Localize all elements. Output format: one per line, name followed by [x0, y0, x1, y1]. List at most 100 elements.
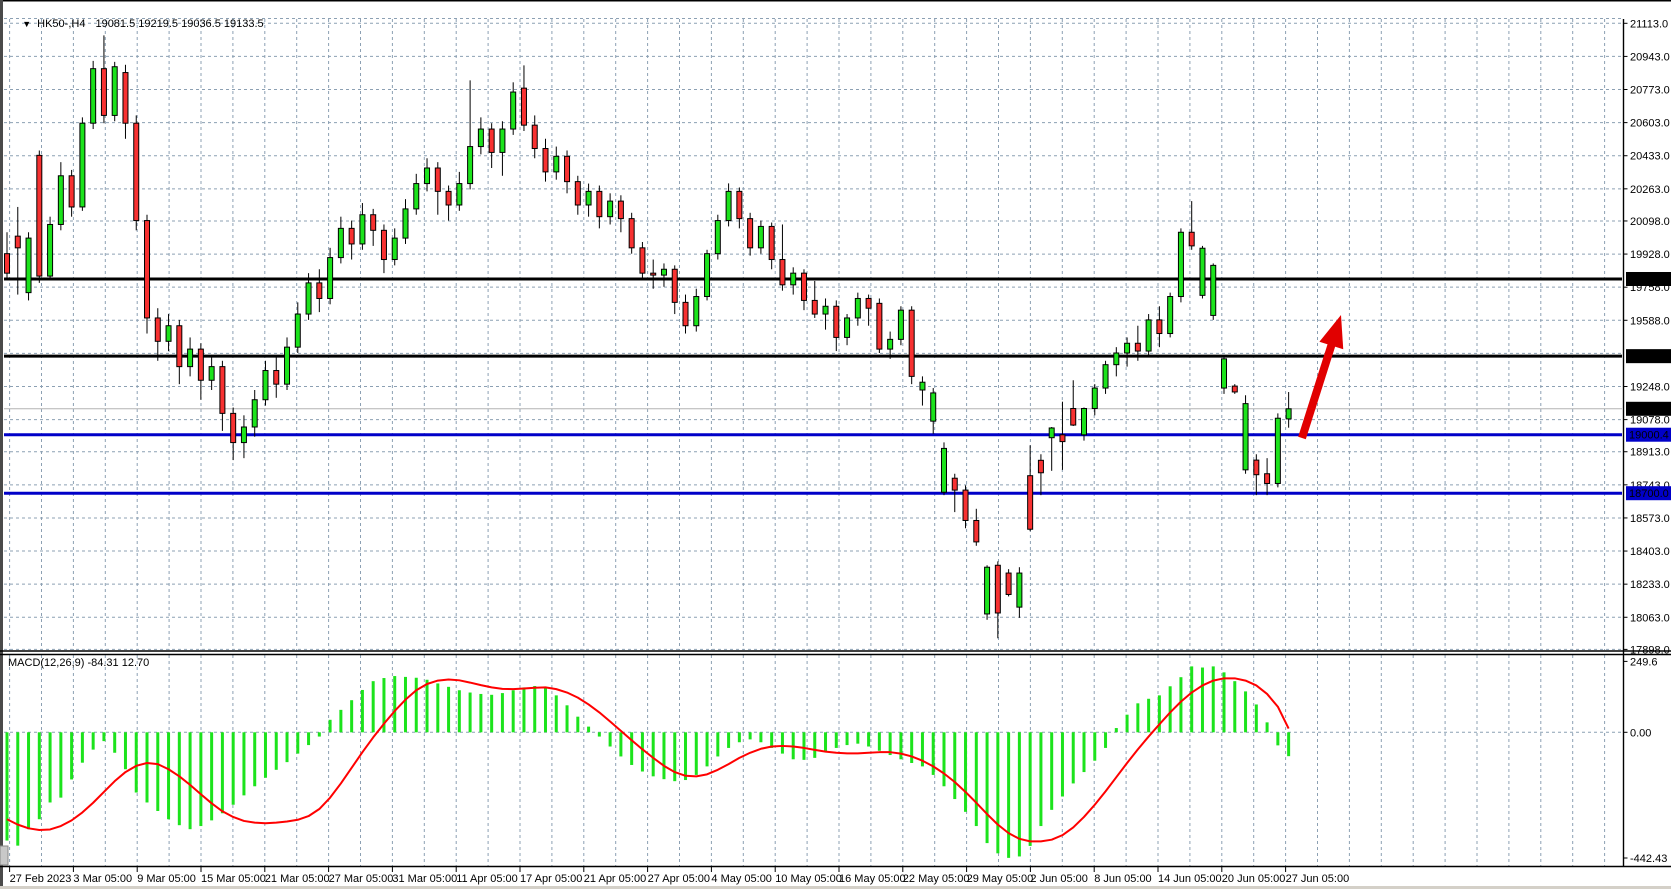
candle	[327, 257, 334, 299]
candle	[14, 235, 21, 249]
price-badge	[1626, 271, 1671, 286]
time-tick-label: 20 Jun 05:00	[1222, 873, 1286, 885]
candle	[531, 124, 538, 150]
macd-histogram-bar	[48, 732, 52, 803]
candle	[477, 128, 484, 148]
candle	[1113, 352, 1120, 366]
macd-histogram-bar	[403, 676, 407, 733]
price-scale[interactable]: 21113.0 20943.0 20773.0 20603.0 20433.0 20263…	[1623, 18, 1671, 656]
candle	[305, 282, 312, 315]
candle	[230, 412, 237, 444]
macd-histogram-bar	[102, 732, 106, 742]
macd-histogram-bar	[1168, 686, 1172, 733]
macd-histogram-bar	[1071, 732, 1075, 784]
macd-histogram-bar	[1200, 667, 1204, 733]
price-tick-label: 20943.0	[1630, 51, 1670, 63]
time-scale[interactable]: 27 Feb 2023 3 Mar 05:00 9 Mar 05:00 15 Mar …	[9, 867, 1350, 885]
price-tick-label: 18063.0	[1630, 612, 1670, 624]
macd-histogram-bar	[662, 732, 666, 780]
symbol-dropdown-icon[interactable]: ▼	[22, 19, 32, 29]
macd-histogram-bar	[684, 732, 688, 781]
macd-histogram-bar	[920, 732, 924, 767]
candle	[1167, 296, 1174, 335]
macd-histogram-bar	[479, 693, 483, 733]
price-tick-label: 20433.0	[1630, 151, 1670, 163]
time-tick-label: 2 Jun 05:00	[1030, 873, 1088, 885]
macd-histogram-bar	[123, 732, 127, 770]
macd-histogram-bar	[1157, 695, 1161, 733]
macd-histogram-bar	[899, 732, 903, 760]
candle	[391, 237, 398, 261]
price-badge	[1626, 349, 1671, 364]
candle	[790, 272, 797, 286]
price-badge	[1626, 427, 1671, 442]
candle	[1016, 572, 1023, 608]
candle	[273, 370, 280, 385]
time-tick-label: 11 Apr 05:00	[456, 873, 518, 885]
macd-histogram-bar	[533, 685, 537, 733]
candle	[25, 237, 32, 294]
candle	[1177, 231, 1184, 298]
macd-histogram-bar	[770, 732, 774, 748]
candle	[833, 305, 840, 338]
support-resistance-lines[interactable]	[4, 277, 1622, 495]
candle	[876, 302, 883, 350]
candle	[197, 348, 204, 381]
macd-histogram-bar	[113, 732, 117, 753]
macd-histogram-bar	[856, 732, 860, 744]
macd-histogram-bar	[328, 719, 332, 733]
candle	[897, 309, 904, 340]
macd-histogram-bar	[877, 732, 881, 751]
macd-histogram-bar	[985, 732, 989, 844]
time-tick-label: 17 Apr 05:00	[520, 873, 582, 885]
macd-histogram-bar	[1050, 732, 1054, 810]
price-badge-value: 19133.5	[1629, 404, 1669, 416]
macd-histogram-bar	[457, 690, 461, 733]
macd-histogram-bar	[360, 689, 364, 733]
macd-histogram-bar	[1104, 732, 1108, 748]
macd-histogram-bar	[447, 686, 451, 733]
candle	[219, 366, 226, 414]
macd-scale[interactable]: 249.6 0.00 -442.43	[1623, 656, 1668, 865]
macd-histogram-bar	[188, 732, 192, 830]
macd-histogram-bar	[996, 732, 1000, 854]
trend-arrow-annotation[interactable]	[1298, 315, 1344, 440]
candle	[1037, 459, 1044, 474]
macd-histogram-bar	[253, 732, 257, 787]
candle	[682, 301, 689, 327]
macd-indicator-label: MACD(12,26,9) -84.31 12.70	[8, 657, 150, 669]
candle	[585, 190, 592, 206]
macd-histogram-bar	[1179, 677, 1183, 733]
macd-histogram-bar	[500, 693, 504, 733]
macd-histogram-bar	[576, 716, 580, 733]
price-tick-label: 19588.0	[1630, 315, 1670, 327]
time-tick-label: 22 May 05:00	[903, 873, 970, 885]
time-tick-label: 27 Feb 2023	[10, 873, 72, 885]
macd-histogram-bar	[220, 732, 224, 814]
macd-histogram-bar	[1211, 666, 1215, 733]
scroll-nub[interactable]	[0, 845, 9, 866]
candle	[424, 167, 431, 185]
candle	[1199, 247, 1206, 296]
candle	[779, 259, 786, 286]
candle	[36, 154, 43, 277]
macd-histogram-bar	[70, 732, 74, 780]
macd-histogram-bar	[544, 688, 547, 733]
candle	[704, 253, 711, 298]
macd-histogram-bar	[608, 732, 612, 747]
candle	[402, 208, 409, 239]
candle	[251, 399, 258, 428]
candle	[1210, 264, 1217, 316]
candle	[736, 190, 743, 220]
macd-tick-label: -442.43	[1630, 853, 1667, 865]
candle	[359, 214, 366, 245]
macd-histogram-bar	[285, 732, 289, 763]
macd-histogram-bar	[210, 732, 214, 821]
candle	[262, 370, 269, 401]
candle	[596, 190, 603, 218]
candle	[940, 447, 947, 493]
macd-histogram-bar	[1007, 732, 1011, 858]
candle	[564, 155, 571, 183]
